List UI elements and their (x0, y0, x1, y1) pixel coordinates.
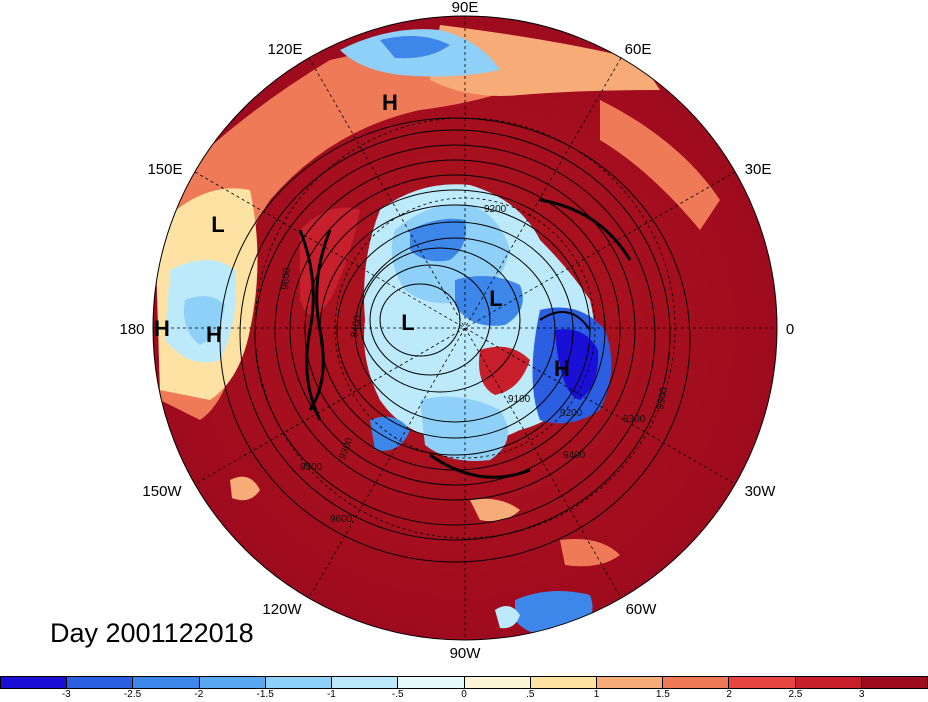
colorbar-swatch (67, 677, 134, 688)
contour-label: 9200 (560, 408, 583, 419)
colorbar-tick-label: -3 (61, 689, 71, 700)
contour-label: 9600 (330, 514, 353, 525)
lon-label-120w: 120W (262, 601, 302, 618)
lon-label-30e: 30E (745, 161, 772, 178)
lon-label-30w: 30W (745, 483, 777, 500)
colorbar-tick-label: 2.5 (788, 689, 803, 700)
colorbar-swatch (1, 677, 68, 688)
lon-label-60w: 60W (626, 601, 658, 618)
colorbar-tick-label: -1.5 (256, 689, 274, 700)
lon-label-90w: 90W (450, 645, 482, 662)
contour-label: 9600 (280, 267, 293, 291)
lon-label-150e: 150E (147, 161, 182, 178)
map-border (152, 15, 778, 641)
lon-label-90e: 90E (452, 0, 479, 16)
contour-label: 9200 (484, 204, 507, 215)
pressure-center-label: L (401, 310, 414, 335)
colorbar-tick-label: 1.5 (655, 689, 670, 700)
colorbar (0, 676, 928, 689)
lon-label-120e: 120E (267, 41, 302, 58)
colorbar-tick-label: 2 (726, 689, 732, 700)
colorbar-swatch (663, 677, 730, 688)
pressure-center-label: L (489, 286, 502, 311)
lon-label-0: 0 (786, 321, 794, 338)
colorbar-tick-label: -.5 (391, 689, 404, 700)
colorbar-swatch (133, 677, 200, 688)
colorbar-swatch (596, 677, 664, 688)
colorbar-swatch (464, 677, 531, 688)
contour-label: 9400 (563, 450, 586, 461)
shaded-field (153, 16, 777, 640)
graticule (153, 16, 777, 640)
contour-label: 9100 (508, 394, 531, 405)
pressure-center-label: H (554, 356, 570, 381)
contour-label: 9500 (655, 386, 670, 410)
colorbar-swatch (729, 677, 796, 688)
colorbar-tick-label: -2 (194, 689, 204, 700)
pressure-center-label: H (206, 322, 222, 347)
contour-label: 9500 (300, 462, 323, 473)
pressure-center-label: H (382, 90, 398, 115)
pressure-center-label: H (154, 316, 170, 341)
contour-label: 8400 (349, 314, 364, 338)
colorbar-tick-label: 3 (858, 689, 865, 700)
colorbar-ticks: -3 -2.5 -2 -1.5 -1 -.5 0 .5 1 1.5 2 2.5 3 (0, 689, 928, 702)
colorbar-swatch (795, 677, 862, 688)
contour-label: 9300 (623, 414, 646, 425)
lon-label-150w: 150W (142, 483, 182, 500)
colorbar-swatch (398, 677, 465, 688)
polar-map: 90E 60E 30E 0 30W 60W 90W 120W 150W 180 … (119, 0, 794, 662)
colorbar-swatch (199, 677, 266, 688)
date-title: Day 2001122018 (50, 618, 254, 648)
lon-label-180: 180 (119, 321, 144, 338)
colorbar-tick-label: 0 (461, 689, 467, 700)
colorbar-tick-label: -2.5 (123, 689, 142, 700)
pressure-center-label: L (211, 212, 224, 237)
colorbar-tick-label: 1 (593, 689, 600, 700)
lon-label-60e: 60E (625, 41, 652, 58)
colorbar-swatch (332, 677, 399, 688)
colorbar-swatch (861, 677, 928, 688)
colorbar-swatch (530, 677, 597, 688)
colorbar-tick-label: -1 (326, 689, 336, 700)
colorbar-tick-label: .5 (526, 689, 535, 700)
colorbar-swatch (265, 677, 333, 688)
